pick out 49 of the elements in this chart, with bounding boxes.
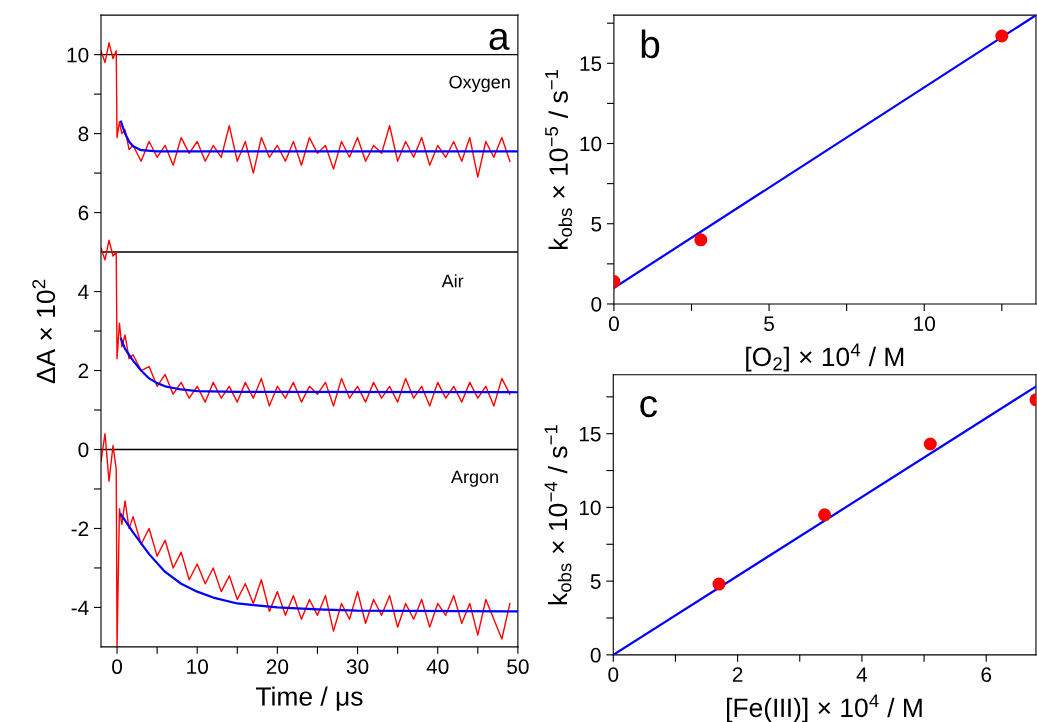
y-axis-title: k$_{obs}$ × 10$^{−5}$ / s$^{−1}$ bbox=[545, 69, 573, 250]
point bbox=[712, 577, 726, 591]
x-tick-label: 0 bbox=[112, 659, 123, 675]
point bbox=[818, 508, 832, 522]
y-tick-label: 15 bbox=[579, 426, 601, 442]
y-axis-title: ΔA × 10$^{2}$ bbox=[32, 279, 56, 384]
line-series bbox=[101, 433, 511, 647]
x-tick-label: 0 bbox=[608, 667, 619, 682]
y-tick-label: 6 bbox=[78, 205, 89, 221]
annotation: b bbox=[641, 29, 660, 59]
x-axis-title: Time / μs bbox=[256, 686, 363, 711]
line-series bbox=[119, 513, 518, 613]
x-tick-label: 6 bbox=[981, 667, 992, 682]
x-tick-label: 50 bbox=[507, 659, 529, 675]
y-tick-label: 5 bbox=[591, 216, 602, 232]
x-tick-label: 10 bbox=[914, 316, 936, 332]
y-tick-label: 10 bbox=[580, 136, 602, 152]
y-tick-label: 2 bbox=[78, 363, 89, 379]
y-tick-label: -2 bbox=[71, 521, 89, 537]
y-tick-label: -4 bbox=[71, 600, 89, 615]
x-tick-label: 2 bbox=[732, 667, 743, 682]
y-tick-label: 15 bbox=[580, 56, 602, 72]
annotation: Air bbox=[441, 274, 464, 288]
x-tick-label: 4 bbox=[856, 667, 868, 682]
point bbox=[923, 437, 937, 451]
annotation: Oxygen bbox=[449, 75, 510, 93]
x-axis-title: [O$_{2}$] × 10$^{4}$ / M bbox=[746, 343, 904, 372]
x-tick-label: 40 bbox=[426, 659, 449, 675]
x-tick-label: 0 bbox=[608, 316, 619, 332]
annotation: Argon bbox=[450, 470, 498, 487]
line-series bbox=[119, 337, 518, 394]
x-tick-label: 5 bbox=[764, 316, 774, 332]
y-tick-label: 10 bbox=[67, 47, 89, 63]
y-tick-label: 4 bbox=[78, 284, 89, 300]
y-tick-label: 5 bbox=[590, 574, 601, 589]
x-axis-title: [Fe(III)] × 10$^{4}$ / M bbox=[727, 694, 922, 722]
annotation: a bbox=[489, 28, 510, 51]
x-tick-label: 10 bbox=[187, 659, 208, 675]
y-tick-label: 0 bbox=[78, 442, 89, 458]
line-series bbox=[119, 120, 518, 153]
x-tick-label: 20 bbox=[266, 659, 289, 675]
y-tick-label: 8 bbox=[78, 126, 89, 142]
annotation: c bbox=[640, 395, 658, 418]
y-tick-label: 0 bbox=[590, 647, 601, 663]
line-series bbox=[101, 239, 511, 407]
y-tick-label: 10 bbox=[579, 500, 601, 516]
y-tick-label: 0 bbox=[591, 296, 602, 312]
x-tick-label: 30 bbox=[346, 659, 369, 675]
y-axis-title: k$_{obs}$ × 10$^{−4}$ / s$^{−1}$ bbox=[544, 425, 572, 605]
